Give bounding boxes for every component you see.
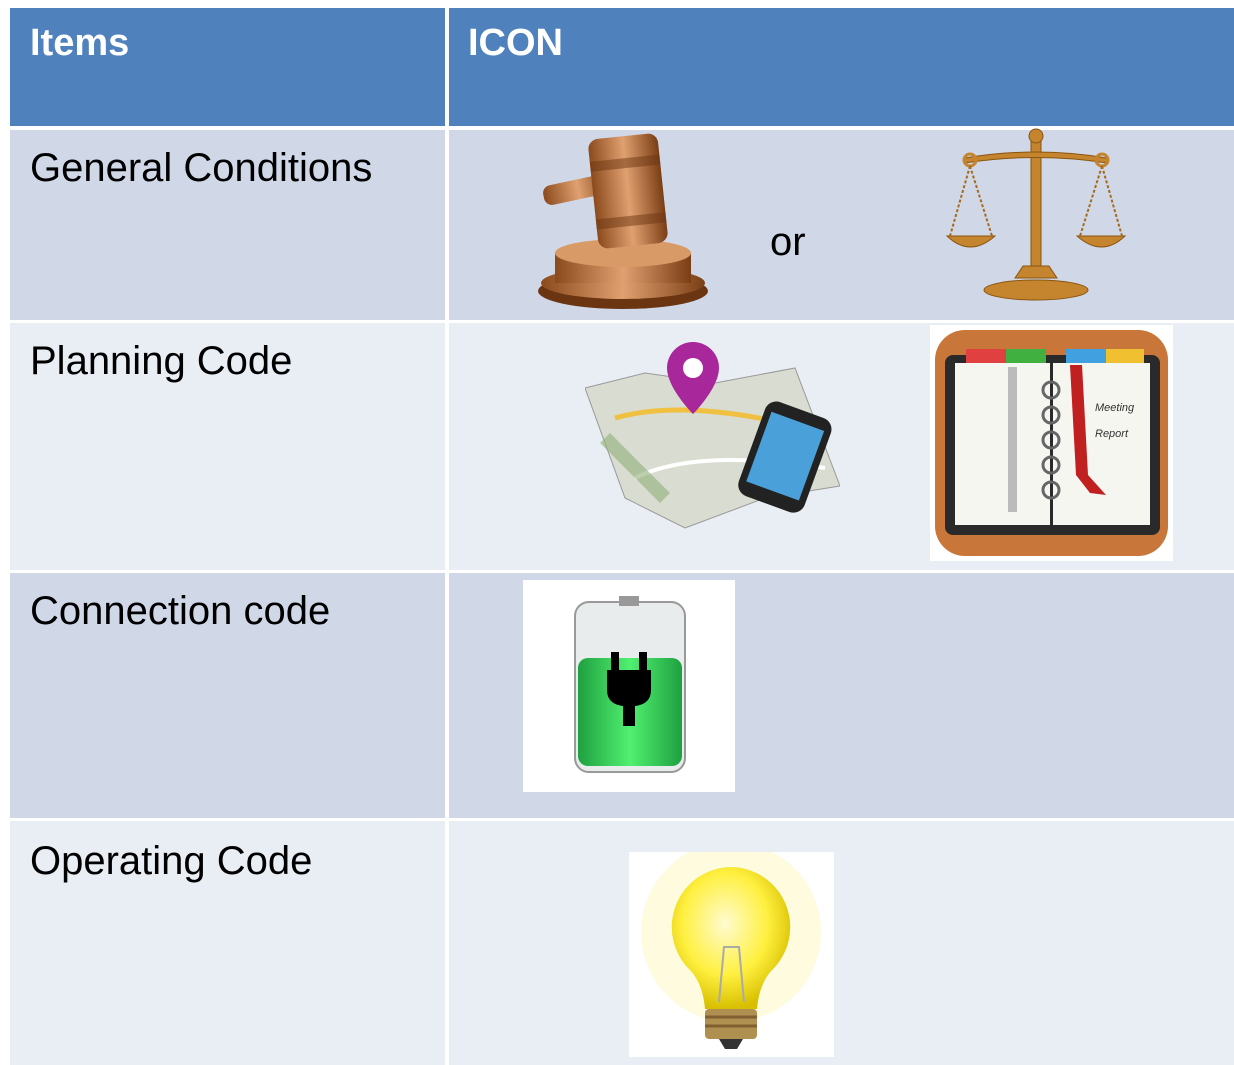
item-text: Planning Code [30, 339, 293, 383]
icon-shape [1041, 380, 1061, 400]
icon-shape [1053, 363, 1150, 525]
table-cell [449, 821, 1234, 1065]
icon-shape [1041, 380, 1061, 500]
icon-shape [705, 1009, 757, 1039]
icon-shape [600, 433, 670, 503]
header-text: ICON [468, 22, 563, 64]
header-cell [449, 8, 1234, 126]
icon-shape [949, 165, 1123, 237]
gavel-icon [538, 133, 708, 309]
icon-shape [607, 670, 651, 726]
icon-shape [945, 128, 1127, 301]
icon-shape [983, 279, 1089, 301]
item-text: Operating Code [30, 839, 313, 883]
item-text: Connection code [30, 589, 331, 633]
icon-label: Meeting [1095, 402, 1135, 414]
planner-icon: Meeting Report [930, 325, 1173, 561]
icon-shape [719, 1039, 743, 1049]
icon-shape [611, 652, 647, 672]
bulb-icon [629, 852, 834, 1057]
scales-icon [945, 128, 1127, 301]
icon-shape [588, 133, 668, 249]
separator-text: or [770, 220, 806, 264]
header-text: Items [30, 22, 130, 64]
icon-shape [746, 411, 825, 501]
icon-shape [555, 239, 691, 267]
icon-shape [1041, 430, 1061, 450]
icon-shape [1041, 480, 1061, 500]
table-cell [10, 573, 445, 818]
table-cell [10, 323, 445, 570]
table-cell [10, 130, 445, 320]
icon-shape [949, 165, 1123, 237]
header-cell [10, 8, 445, 126]
icon-shape [671, 867, 791, 1009]
table-cell [10, 821, 445, 1065]
icon-shape [955, 363, 1050, 525]
icon-shape [1066, 349, 1106, 363]
icon-shape [945, 235, 997, 248]
icon-shape [966, 349, 1006, 363]
icon-shape [1106, 349, 1144, 363]
icon-shape [1070, 365, 1106, 495]
icon-shape [1014, 265, 1058, 279]
item-text: General Conditions [30, 146, 373, 190]
icon-shape [705, 1015, 757, 1028]
icon-shape [1028, 128, 1044, 144]
icon-shape [619, 596, 639, 606]
icon-shape [595, 212, 667, 230]
icon-shape [683, 358, 703, 378]
icon-shape [1075, 235, 1127, 248]
icon-shape [1041, 455, 1061, 475]
icon-shape [589, 154, 661, 172]
icon-shape [738, 401, 832, 513]
battery-icon [523, 580, 735, 792]
map-icon [585, 342, 840, 529]
icon-shape [1041, 405, 1061, 425]
icon-label: Report [1095, 428, 1129, 440]
icon-shape [718, 946, 745, 1003]
icon-shape [1006, 349, 1046, 363]
icon-shape [1008, 367, 1017, 512]
